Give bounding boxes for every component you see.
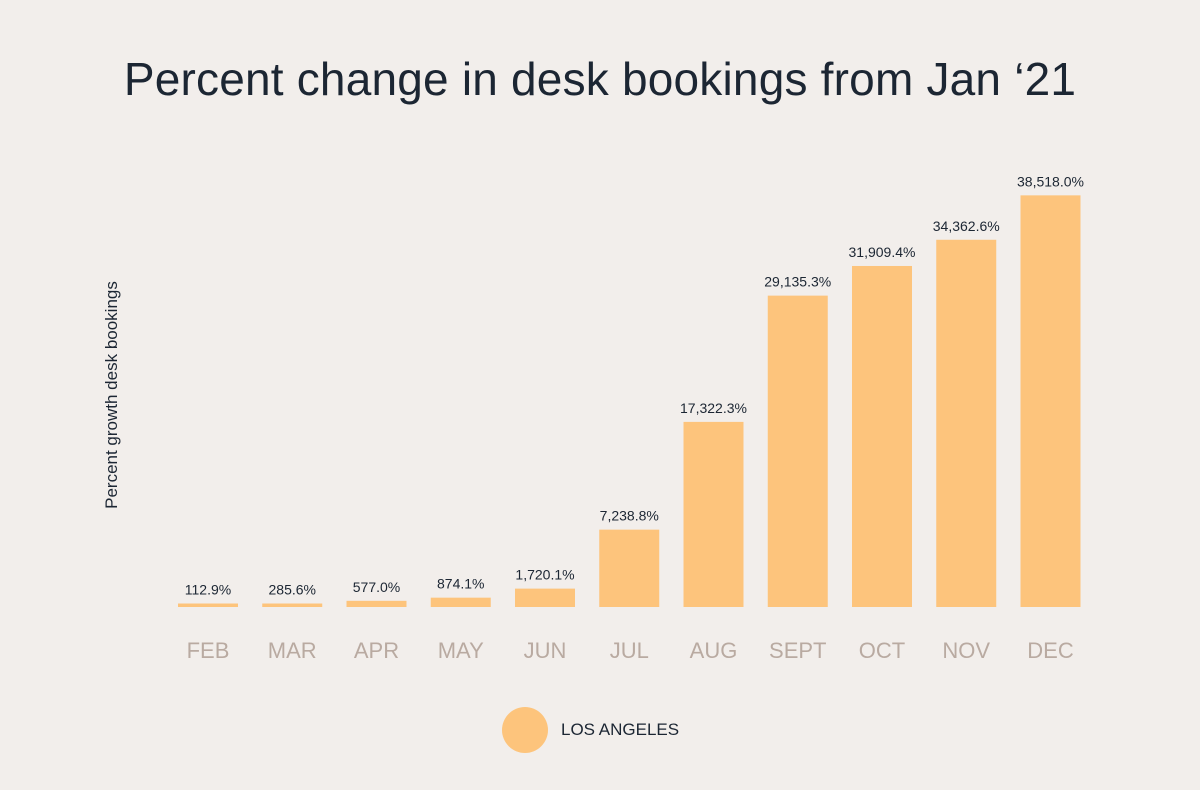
bar-aug <box>683 421 744 607</box>
bar-chart-plot: 112.9% 285.6% 577.0% 874.1% 1,720.1% 7,238.8%… <box>178 173 1084 663</box>
data-label-apr: 577.0% <box>353 579 400 595</box>
legend-swatch-los-angeles <box>502 707 548 753</box>
data-label-dec: 38,518.0% <box>1017 173 1084 189</box>
data-label-jun: 1,720.1% <box>515 567 574 583</box>
data-label-sept: 29,135.3% <box>764 274 831 290</box>
legend-label-los-angeles: LOS ANGELES <box>561 720 680 739</box>
x-tick-label-mar: MAR <box>268 638 317 663</box>
bar-feb <box>178 603 238 607</box>
data-labels-layer: 112.9% 285.6% 577.0% 874.1% 1,720.1% 7,238.8%… <box>185 173 1084 597</box>
data-label-mar: 285.6% <box>269 582 316 598</box>
x-tick-labels-layer: FEB MAR APR MAY JUN JUL AUG SEPT OCT NOV DEC <box>187 638 1074 663</box>
x-tick-label-oct: OCT <box>859 638 905 663</box>
bar-may <box>430 597 491 607</box>
data-label-jul: 7,238.8% <box>600 508 659 524</box>
bars-layer <box>178 195 1081 607</box>
x-tick-label-dec: DEC <box>1027 638 1074 663</box>
legend: LOS ANGELES <box>502 707 679 753</box>
x-tick-label-may: MAY <box>438 638 484 663</box>
bar-jul <box>599 529 660 607</box>
data-label-nov: 34,362.6% <box>933 218 1000 234</box>
data-label-aug: 17,322.3% <box>680 400 747 416</box>
x-tick-label-jun: JUN <box>524 638 567 663</box>
data-label-oct: 31,909.4% <box>849 244 916 260</box>
bar-oct <box>852 265 912 607</box>
x-tick-label-feb: FEB <box>187 638 230 663</box>
x-tick-label-jul: JUL <box>610 638 649 663</box>
data-label-feb: 112.9% <box>185 582 231 598</box>
bar-mar <box>262 603 323 607</box>
bar-jun <box>515 588 575 607</box>
data-label-may: 874.1% <box>437 576 484 592</box>
bar-sept <box>767 295 828 607</box>
x-tick-label-aug: AUG <box>690 638 738 663</box>
x-tick-label-nov: NOV <box>942 638 990 663</box>
x-tick-label-apr: APR <box>354 638 399 663</box>
x-tick-label-sept: SEPT <box>769 638 826 663</box>
bar-apr <box>346 600 407 607</box>
chart-title: Percent change in desk bookings from Jan… <box>123 53 1077 105</box>
bar-dec <box>1020 195 1081 607</box>
bar-nov <box>936 239 997 607</box>
